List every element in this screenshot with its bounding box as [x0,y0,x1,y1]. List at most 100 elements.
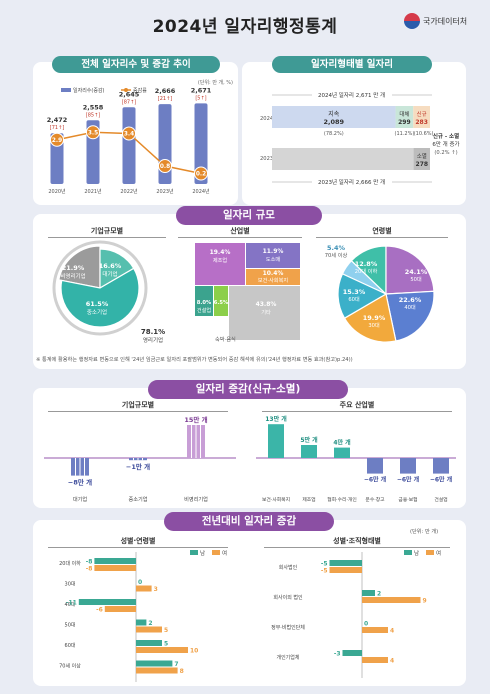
total-bar-change-2: [87↑] [122,99,137,105]
yoy-org-cat-0: 회사법인 [279,564,298,571]
total-bar-label-0: 2,472 [47,116,68,124]
rate-label-0: 2.9 [52,138,62,144]
company-slice-label-2: 61.5% [86,300,109,308]
footnote: ※ 통계에 활용하는 행정자료 변동으로 인해 '24년 임금근로 일자리 포괄… [36,357,353,363]
legend-male-text: 남 [200,549,205,557]
change-industry-label-2: 4만 개 [333,439,351,447]
tm-name-mfg: 제조업 [212,258,228,264]
yoy-age-val-4-0: 5 [164,641,168,648]
new-label: 신규 [417,110,427,118]
age-slice-label-0: 5.4% [327,244,346,252]
rate-label-4: 0.2 [196,172,206,178]
year-2024-label: 2024년 [260,114,278,122]
change-company-label-1: −1만 개 [126,462,150,471]
yoy-title: 전년대비 일자리 증감 [164,512,334,531]
bar-vanish [413,148,430,170]
age-slice-2 [385,245,435,295]
change-company-label-2: 15만 개 [184,415,207,424]
change-industry-bar-5 [433,458,449,474]
yoy-age-cat-5: 70세 이상 [59,663,81,670]
legend-female-swatch [212,550,220,555]
change-industry-bar-3 [367,458,383,474]
change-industry-label-3: −6만 개 [364,476,387,484]
legend-bar-text: 일자리수(증감) [73,87,105,94]
treemap-cell-hospitality [214,286,228,316]
age-slice-4 [343,293,397,343]
change-company-cat-0: 대기업 [73,495,88,503]
total-bar-change-1: [85↑] [86,112,101,118]
tm-name-const: 건설업 [196,308,212,314]
age-slice-name-4: 30대 [368,321,380,329]
rate-dot-2 [122,126,136,141]
yoy-org-bar-0-1 [329,567,362,573]
replace-value: 299 [398,119,411,126]
yoy-org-cat-2: 정부·비법인단체 [271,624,305,631]
yoy-org-val-0-0: -5 [321,561,328,568]
tm-label-retail: 11.9% [262,248,284,255]
treemap-cell-retail [246,243,300,268]
yoy-org-bar-1-0 [362,590,375,596]
tm-name-health: 보건·사회복지 [257,278,289,284]
job-type-panel [242,62,466,205]
yoy-age-bar-2-0 [78,599,136,605]
x-tick-0: 2020년 [48,188,66,195]
yoy-age-chart: 남 여 20대 이하 -8-8 30대 0 3 40대-11 -6 50대 2 5 60대 5 10 70세 … [59,549,227,682]
yoy-age-bar-5-0 [136,660,173,667]
job-change-title: 일자리 증감(신규-소멸) [148,380,348,399]
yoy-org-bar-0-0 [329,560,362,566]
yoy-age-cat-4: 60대 [65,642,76,649]
total-jobs-title: 전체 일자리수 및 증감 추이 [52,56,220,73]
age-slice-label-5: 15.3% [343,288,366,296]
treemap-cell-construction [195,286,213,316]
company-donut: 21.9%비영리기업 16.6%대기업 61.5%중소기업 78.1%영리기업 [52,240,165,344]
bar-2023-stay [272,148,414,170]
yoy-age-bar-3-0 [136,619,147,626]
stay-pct: (78.2%) [324,131,344,137]
yoy-age-cat-1: 30대 [65,581,76,588]
legend-line-dot [124,88,128,92]
company-outer-ring [52,240,148,336]
yoy-age-cat-2: 40대 [65,601,76,608]
vanish-label: 소멸 [417,152,427,160]
age-slice-5 [337,273,388,319]
total-bar-label-1: 2,558 [83,103,104,111]
total-2024-text: 2024년 일자리 2,671 만 개 [318,91,385,99]
yoy-org-val-0-1: -5 [321,568,328,575]
unit-note: (단위: 만 개, %) [198,79,233,86]
age-slice-label-2: 24.1% [405,268,428,276]
replace-label: 대체 [399,110,409,118]
agency-logo: 국가데이터처 [404,12,484,30]
company-slice-name-2: 중소기업 [87,308,107,316]
yoy-age-bar-0-0 [94,558,136,564]
change-industry-bar-1 [301,445,317,458]
year-2023-label: 2023년 [260,154,278,162]
age-slice-name-0: 70세 이상 [325,251,348,259]
x-tick-4: 2024년 [192,188,210,195]
rate-dot-0 [50,132,64,147]
yoy-org-val-2-1: 4 [390,628,394,635]
change-industry-label-5: −6만 개 [430,476,453,484]
scale-age-label: 연령별 [316,226,448,238]
treemap-cell-health [246,269,300,285]
age-slice-label-3: 22.6% [399,296,422,304]
total-bar-2 [122,107,136,184]
age-slice-label-4: 19.9% [363,314,386,322]
replace-pct: (11.2%) [395,131,415,137]
treemap-cell-other [229,286,300,340]
tm-label-hosp: 6.5% [213,300,229,306]
rate-dot-1 [86,125,100,140]
yoy-age-val-2-0: -11 [66,600,77,607]
tm-footnote: 숙박·음식 [215,337,236,343]
tm-name-other: 기타 [261,310,271,316]
age-slice-3 [385,290,435,342]
scale-industry-label: 산업별 [178,226,302,238]
age-slice-name-1: 20대 이하 [355,267,378,275]
yoy-age-val-2-1: -6 [96,607,103,614]
yoy-org-label: 성별·조직형태별 [264,536,450,548]
age-slice-label-1: 12.8% [355,260,378,268]
yoy-age-val-5-0: 7 [174,661,178,668]
